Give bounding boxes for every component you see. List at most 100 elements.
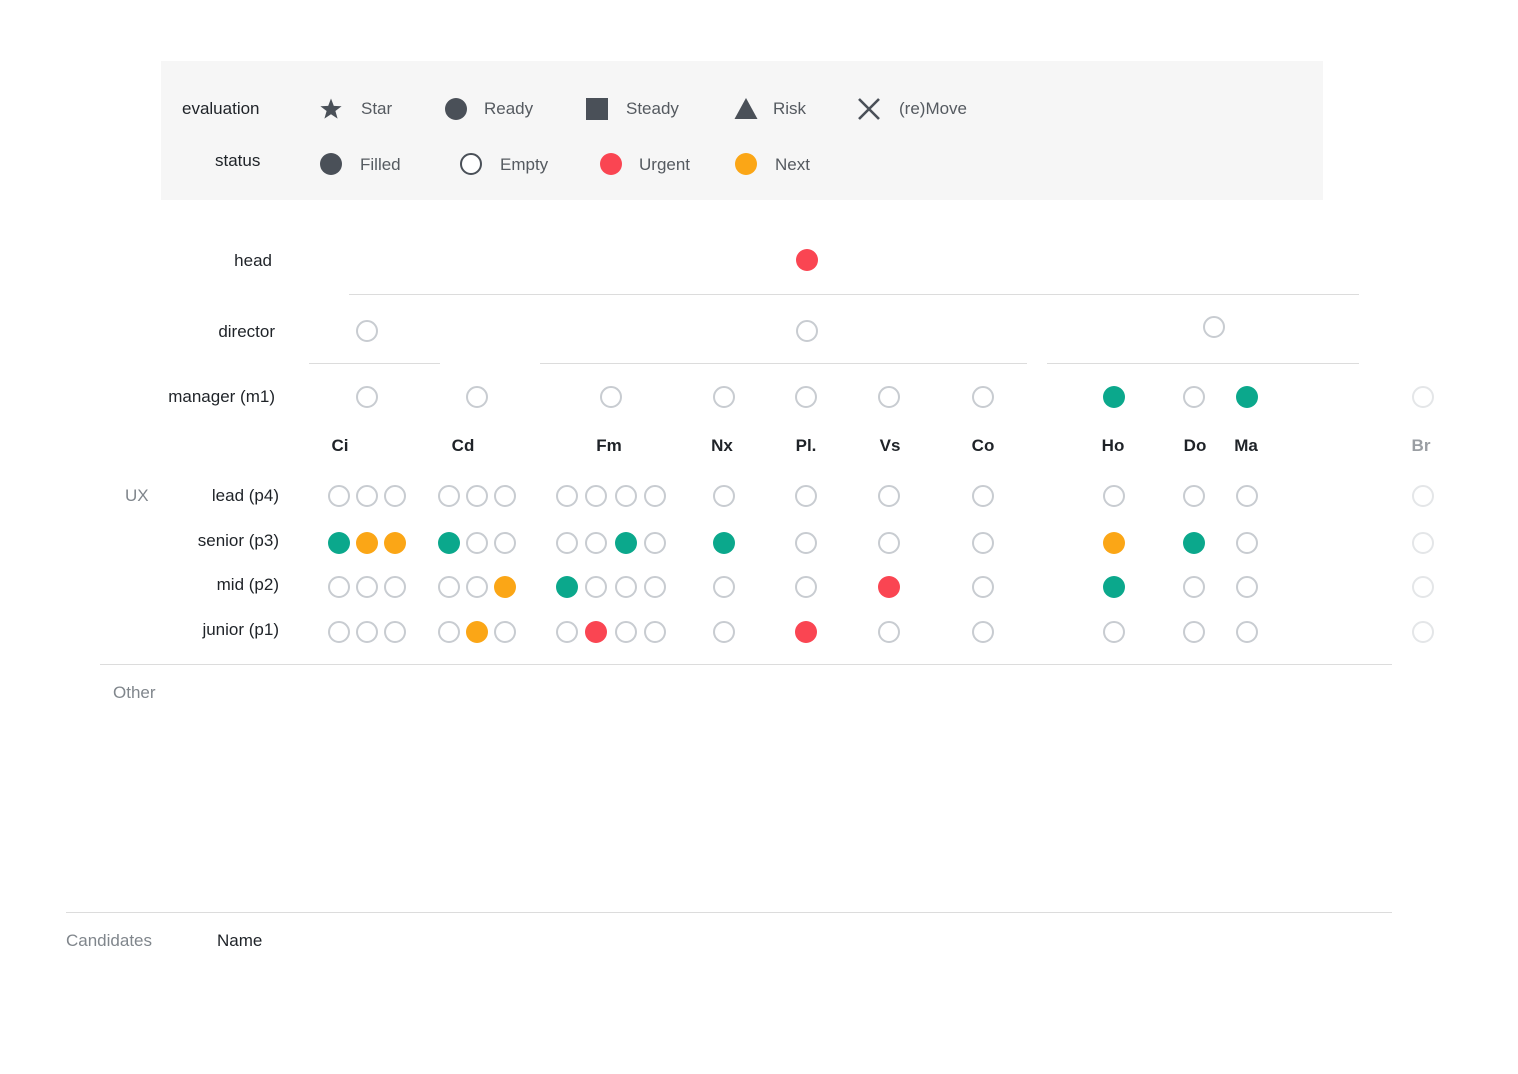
position-dot-co-mid-1[interactable] xyxy=(972,576,994,598)
position-dot-cd-mid-2[interactable] xyxy=(466,576,488,598)
manager-dot-ho[interactable] xyxy=(1103,386,1125,408)
position-dot-pl-lead-1[interactable] xyxy=(795,485,817,507)
position-dot-fm-lead-4[interactable] xyxy=(644,485,666,507)
position-dot-ho-junior-1[interactable] xyxy=(1103,621,1125,643)
position-dot-vs-senior-1[interactable] xyxy=(878,532,900,554)
position-dot-do-mid-1[interactable] xyxy=(1183,576,1205,598)
team-label-vs[interactable]: Vs xyxy=(879,436,901,455)
position-dot-cd-mid-3[interactable] xyxy=(494,576,516,598)
team-label-co[interactable]: Co xyxy=(971,436,995,455)
position-dot-do-senior-1[interactable] xyxy=(1183,532,1205,554)
position-dot-ci-senior-2[interactable] xyxy=(356,532,378,554)
team-label-fm[interactable]: Fm xyxy=(596,436,622,455)
team-label-ho[interactable]: Ho xyxy=(1101,436,1125,455)
position-dot-fm-lead-1[interactable] xyxy=(556,485,578,507)
circle-icon xyxy=(445,98,467,120)
position-dot-nx-junior-1[interactable] xyxy=(713,621,735,643)
position-dot-ci-junior-1[interactable] xyxy=(328,621,350,643)
position-dot-co-lead-1[interactable] xyxy=(972,485,994,507)
position-dot-br-senior-1[interactable] xyxy=(1412,532,1434,554)
position-dot-cd-senior-1[interactable] xyxy=(438,532,460,554)
position-dot-ci-junior-3[interactable] xyxy=(384,621,406,643)
position-dot-fm-junior-4[interactable] xyxy=(644,621,666,643)
position-dot-ci-lead-2[interactable] xyxy=(356,485,378,507)
manager-dot-nx[interactable] xyxy=(713,386,735,408)
position-dot-nx-mid-1[interactable] xyxy=(713,576,735,598)
position-dot-co-senior-1[interactable] xyxy=(972,532,994,554)
position-dot-ma-mid-1[interactable] xyxy=(1236,576,1258,598)
position-dot-ci-lead-1[interactable] xyxy=(328,485,350,507)
position-dot-fm-junior-3[interactable] xyxy=(615,621,637,643)
team-label-cd[interactable]: Cd xyxy=(451,436,475,455)
position-dot-fm-lead-2[interactable] xyxy=(585,485,607,507)
position-dot-nx-lead-1[interactable] xyxy=(713,485,735,507)
position-dot-do-lead-1[interactable] xyxy=(1183,485,1205,507)
position-dot-vs-junior-1[interactable] xyxy=(878,621,900,643)
position-dot-ma-senior-1[interactable] xyxy=(1236,532,1258,554)
director-position-dot-1[interactable] xyxy=(356,320,378,342)
manager-dot-cd[interactable] xyxy=(466,386,488,408)
team-label-ma[interactable]: Ma xyxy=(1234,436,1258,455)
position-dot-cd-senior-3[interactable] xyxy=(494,532,516,554)
position-dot-nx-senior-1[interactable] xyxy=(713,532,735,554)
position-dot-br-lead-1[interactable] xyxy=(1412,485,1434,507)
position-dot-br-junior-1[interactable] xyxy=(1412,621,1434,643)
position-dot-ma-junior-1[interactable] xyxy=(1236,621,1258,643)
manager-dot-br[interactable] xyxy=(1412,386,1434,408)
manager-dot-pl[interactable] xyxy=(795,386,817,408)
position-dot-vs-mid-1[interactable] xyxy=(878,576,900,598)
position-dot-ho-senior-1[interactable] xyxy=(1103,532,1125,554)
manager-dot-fm[interactable] xyxy=(600,386,622,408)
position-dot-fm-mid-2[interactable] xyxy=(585,576,607,598)
position-dot-fm-mid-4[interactable] xyxy=(644,576,666,598)
position-dot-br-mid-1[interactable] xyxy=(1412,576,1434,598)
position-dot-ho-lead-1[interactable] xyxy=(1103,485,1125,507)
team-label-br[interactable]: Br xyxy=(1411,436,1431,455)
position-dot-fm-senior-3[interactable] xyxy=(615,532,637,554)
position-dot-cd-senior-2[interactable] xyxy=(466,532,488,554)
position-dot-fm-junior-1[interactable] xyxy=(556,621,578,643)
ux-divider xyxy=(100,664,1392,665)
position-dot-ci-junior-2[interactable] xyxy=(356,621,378,643)
team-label-pl[interactable]: Pl. xyxy=(795,436,817,455)
position-dot-fm-senior-4[interactable] xyxy=(644,532,666,554)
position-dot-co-junior-1[interactable] xyxy=(972,621,994,643)
position-dot-pl-mid-1[interactable] xyxy=(795,576,817,598)
position-dot-ci-senior-3[interactable] xyxy=(384,532,406,554)
manager-dot-vs[interactable] xyxy=(878,386,900,408)
position-dot-cd-junior-2[interactable] xyxy=(466,621,488,643)
position-dot-ci-senior-1[interactable] xyxy=(328,532,350,554)
position-dot-pl-senior-1[interactable] xyxy=(795,532,817,554)
position-dot-cd-mid-1[interactable] xyxy=(438,576,460,598)
position-dot-fm-mid-3[interactable] xyxy=(615,576,637,598)
position-dot-fm-lead-3[interactable] xyxy=(615,485,637,507)
position-dot-ci-mid-2[interactable] xyxy=(356,576,378,598)
position-dot-cd-junior-3[interactable] xyxy=(494,621,516,643)
position-dot-cd-lead-2[interactable] xyxy=(466,485,488,507)
position-dot-ci-lead-3[interactable] xyxy=(384,485,406,507)
manager-dot-ci[interactable] xyxy=(356,386,378,408)
director-position-dot-3[interactable] xyxy=(1203,316,1225,338)
head-position-dot[interactable] xyxy=(796,249,818,271)
manager-dot-do[interactable] xyxy=(1183,386,1205,408)
team-label-do[interactable]: Do xyxy=(1183,436,1207,455)
position-dot-ci-mid-1[interactable] xyxy=(328,576,350,598)
position-dot-ho-mid-1[interactable] xyxy=(1103,576,1125,598)
team-label-ci[interactable]: Ci xyxy=(331,436,349,455)
position-dot-ci-mid-3[interactable] xyxy=(384,576,406,598)
position-dot-vs-lead-1[interactable] xyxy=(878,485,900,507)
position-dot-fm-junior-2[interactable] xyxy=(585,621,607,643)
director-position-dot-2[interactable] xyxy=(796,320,818,342)
team-label-nx[interactable]: Nx xyxy=(711,436,733,455)
position-dot-pl-junior-1[interactable] xyxy=(795,621,817,643)
position-dot-ma-lead-1[interactable] xyxy=(1236,485,1258,507)
position-dot-cd-lead-3[interactable] xyxy=(494,485,516,507)
manager-dot-co[interactable] xyxy=(972,386,994,408)
position-dot-cd-lead-1[interactable] xyxy=(438,485,460,507)
position-dot-fm-mid-1[interactable] xyxy=(556,576,578,598)
position-dot-cd-junior-1[interactable] xyxy=(438,621,460,643)
manager-dot-ma[interactable] xyxy=(1236,386,1258,408)
position-dot-fm-senior-2[interactable] xyxy=(585,532,607,554)
position-dot-fm-senior-1[interactable] xyxy=(556,532,578,554)
position-dot-do-junior-1[interactable] xyxy=(1183,621,1205,643)
